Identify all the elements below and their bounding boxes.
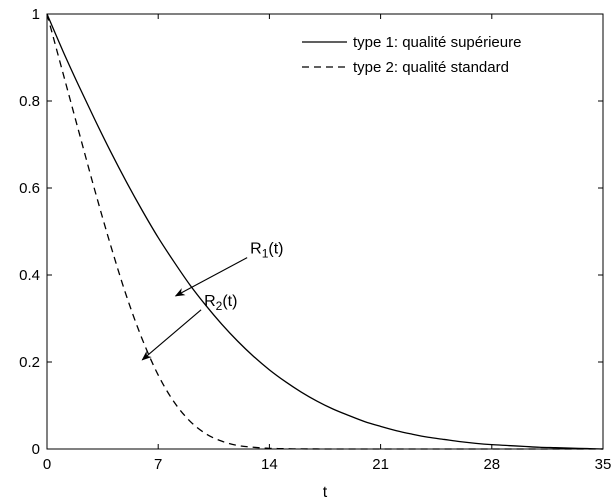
x-axis-label: t	[323, 484, 328, 501]
plot-frame	[46, 13, 604, 450]
annotation-label-2: R2(t)	[204, 293, 237, 313]
annotation-subscript: 1	[262, 247, 269, 261]
annotation-arrow-2	[141, 309, 202, 361]
legend-label-1: type 1: qualité supérieure	[353, 34, 521, 51]
y-tick-label: 0.2	[19, 354, 40, 371]
annotation-suffix: (t)	[222, 293, 237, 310]
y-tick-label: 0	[32, 441, 40, 458]
annotation-subscript: 2	[216, 299, 223, 313]
annotations: R1(t)R2(t)	[141, 241, 284, 361]
x-tick-label: 35	[595, 456, 612, 473]
y-tick-label: 0.4	[19, 267, 40, 284]
annotation-base: R	[204, 293, 216, 310]
legend-label-2: type 2: qualité standard	[353, 59, 509, 76]
y-tick-label: 0.6	[19, 180, 40, 197]
series-line-2	[46, 13, 603, 450]
annotation-base: R	[250, 241, 262, 258]
annotation-arrow-1	[174, 257, 248, 297]
y-tick-label: 1	[32, 6, 40, 23]
annotation-suffix: (t)	[268, 241, 283, 258]
y-tick-label: 0.8	[19, 93, 40, 110]
x-tick-label: 0	[43, 456, 51, 473]
x-tick-label: 21	[372, 456, 389, 473]
series-line-1	[46, 13, 604, 450]
x-tick-label: 14	[261, 456, 278, 473]
legend: type 1: qualité supérieure type 2: qualit…	[302, 34, 521, 76]
x-tick-label: 7	[154, 456, 162, 473]
annotation-label-1: R1(t)	[250, 241, 283, 261]
x-tick-label: 28	[483, 456, 500, 473]
